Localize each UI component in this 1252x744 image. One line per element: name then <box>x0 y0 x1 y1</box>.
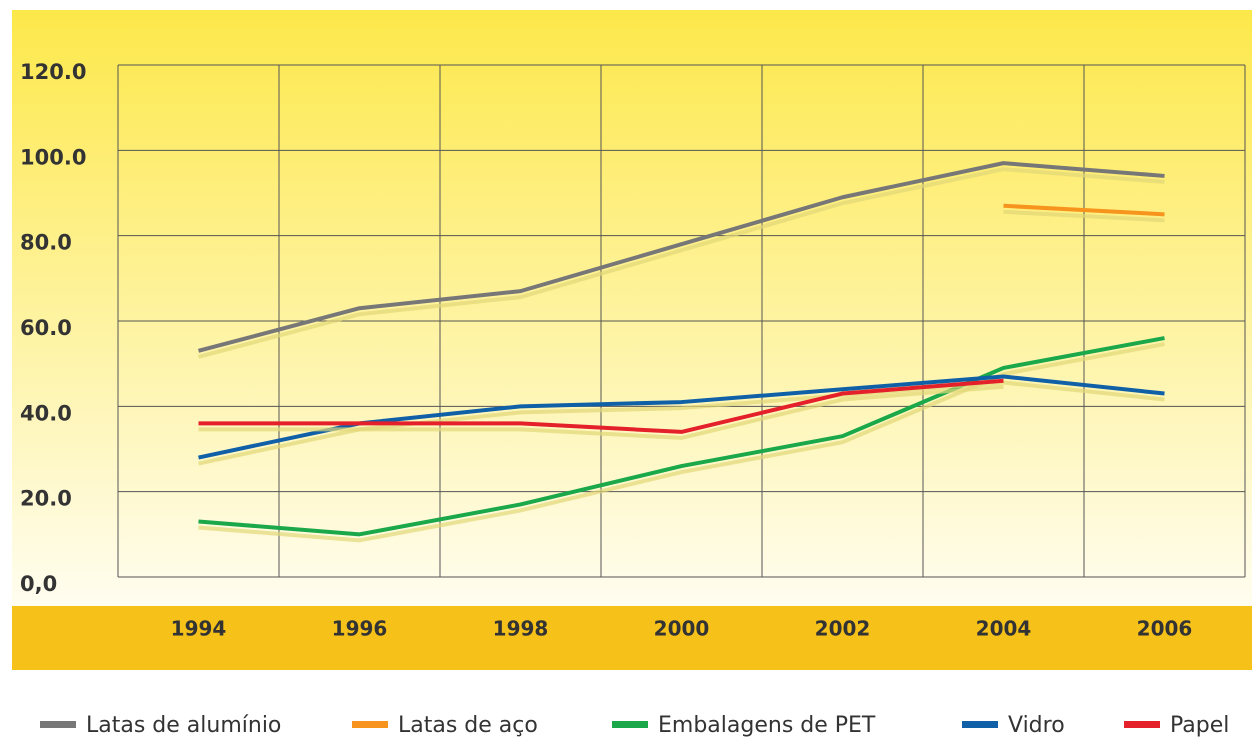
legend-label: Vidro <box>1008 713 1065 738</box>
y-tick-label: 60.0 <box>20 316 72 340</box>
x-tick-label: 2000 <box>654 617 710 641</box>
plot-background <box>12 10 1252 606</box>
y-tick-label: 120.0 <box>20 60 86 84</box>
y-tick-label: 40.0 <box>20 401 72 425</box>
legend-label: Embalagens de PET <box>658 713 876 738</box>
legend-swatch <box>962 721 998 728</box>
y-tick-label: 20.0 <box>20 487 72 511</box>
series-line <box>197 161 1165 353</box>
x-tick-label: 2002 <box>815 617 871 641</box>
legend-swatch <box>352 721 388 728</box>
x-tick-label: 2004 <box>976 617 1032 641</box>
y-tick-label: 100.0 <box>20 145 86 169</box>
y-tick-label: 80.0 <box>20 231 72 255</box>
x-tick-label: 2006 <box>1137 617 1193 641</box>
legend-label: Latas de alumínio <box>86 713 281 738</box>
y-tick-label: 0,0 <box>20 572 57 596</box>
series-line <box>198 336 1165 537</box>
series-line <box>1003 203 1165 217</box>
x-tick-label: 1996 <box>332 617 388 641</box>
series-line <box>198 378 1004 434</box>
x-axis-band <box>12 606 1252 670</box>
legend-swatch <box>1124 721 1160 728</box>
legend-label: Latas de aço <box>398 713 538 738</box>
legend-swatch <box>40 721 76 728</box>
x-tick-label: 1994 <box>171 617 227 641</box>
legend-swatch <box>612 721 648 728</box>
legend-label: Papel <box>1170 713 1229 738</box>
x-tick-label: 1998 <box>493 617 549 641</box>
